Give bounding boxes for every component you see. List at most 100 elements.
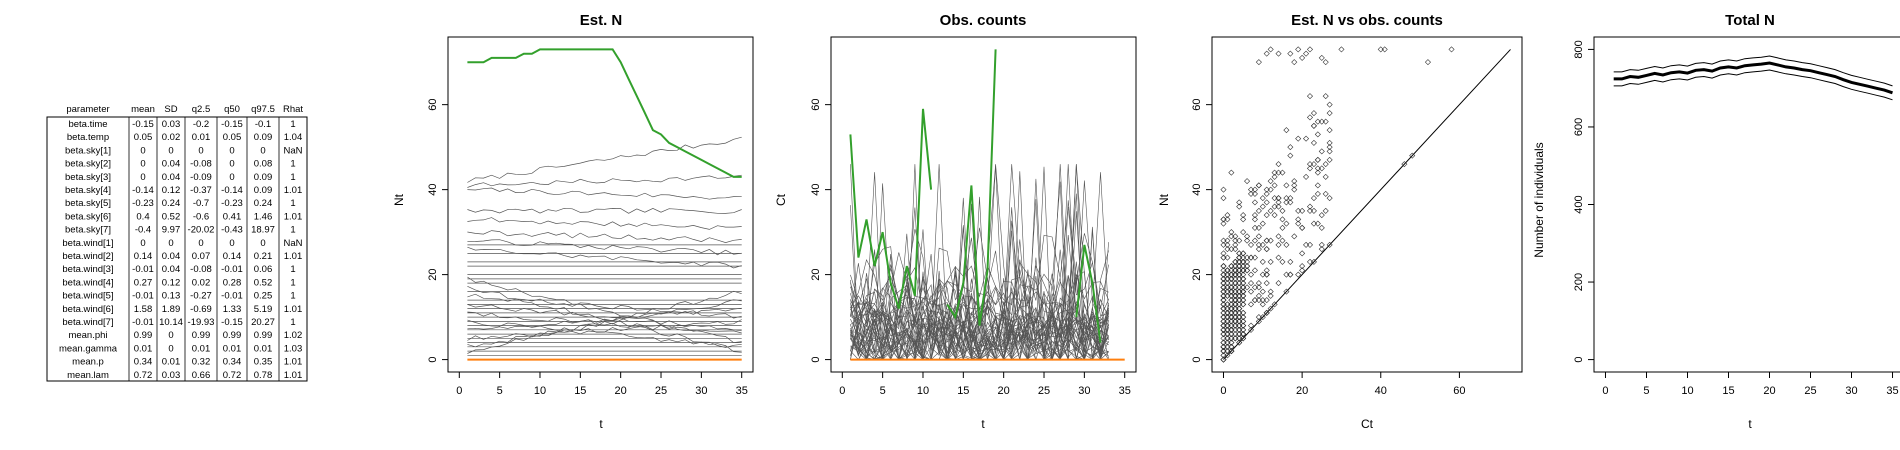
scatter-point xyxy=(1306,258,1314,265)
scatter-point xyxy=(1251,297,1258,304)
table-cell: beta.temp xyxy=(67,132,109,143)
scatter-point xyxy=(1251,190,1258,197)
table-cell: 1.01 xyxy=(284,357,303,368)
table-cell: 0.27 xyxy=(134,277,153,288)
scatter-point xyxy=(1314,156,1321,163)
scatter-point xyxy=(1236,250,1243,257)
table-cell: beta.wind[4] xyxy=(62,277,113,288)
x-tick-label: 5 xyxy=(880,385,886,397)
identity-line xyxy=(1223,49,1511,360)
scatter-point xyxy=(1244,237,1251,244)
table-cell: NaN xyxy=(283,238,302,249)
scatter-point xyxy=(1232,280,1239,287)
scatter-point xyxy=(1283,288,1290,295)
scatter-point xyxy=(1236,263,1243,270)
scatter-point xyxy=(1247,254,1255,261)
scatter-point xyxy=(1220,297,1227,304)
scatter-point xyxy=(1228,305,1235,312)
scatter-point xyxy=(1271,195,1278,202)
scatter-point xyxy=(1236,309,1243,316)
scatter-point xyxy=(1220,254,1227,261)
table-cell: 0.52 xyxy=(162,211,181,222)
x-tick-label: 30 xyxy=(695,385,707,397)
scatter-point xyxy=(1236,237,1243,244)
scatter-point xyxy=(1295,46,1302,53)
scatter-point xyxy=(1310,122,1317,129)
table-cell: 0.25 xyxy=(254,291,273,302)
table-cell: mean.phi xyxy=(68,330,107,341)
scatter-point xyxy=(1220,352,1227,359)
highlight-series-line xyxy=(1075,244,1102,343)
table-cell: 0.34 xyxy=(223,357,242,368)
scatter-point xyxy=(1247,322,1255,329)
scatter-point xyxy=(1267,292,1274,299)
scatter-point xyxy=(1267,288,1274,295)
scatter-point xyxy=(1224,309,1231,316)
table-cell: 0.52 xyxy=(254,277,273,288)
scatter-point xyxy=(1303,173,1310,180)
scatter-point xyxy=(1251,284,1258,291)
x-tick-label: 35 xyxy=(1886,385,1898,397)
table-cell: 0.02 xyxy=(162,132,181,143)
y-tick-label: 60 xyxy=(427,99,439,111)
scatter-point xyxy=(1240,326,1247,333)
scatter-point xyxy=(1244,258,1251,265)
table-cell: -0.23 xyxy=(132,198,154,209)
scatter-point xyxy=(1255,182,1262,189)
table-cell: 0.99 xyxy=(192,330,211,341)
scatter-point xyxy=(1255,314,1262,321)
scatter-point xyxy=(1283,127,1290,134)
table-cell: -0.43 xyxy=(221,225,243,236)
scatter-point xyxy=(1283,241,1290,248)
table-cell: 1.03 xyxy=(284,343,303,354)
table-cell: -0.23 xyxy=(221,198,243,209)
panel-title: Total N xyxy=(1725,12,1775,29)
series-line xyxy=(467,307,742,330)
scatter-point xyxy=(1271,203,1278,210)
scatter-point xyxy=(1228,301,1235,308)
scatter-point xyxy=(1232,322,1239,329)
scatter-point xyxy=(1267,258,1274,265)
scatter-point xyxy=(1224,348,1231,355)
table-cell: 1.01 xyxy=(284,185,303,196)
table-cell: -0.69 xyxy=(190,304,212,315)
table-cell: 0.78 xyxy=(254,370,273,381)
scatter-point xyxy=(1232,288,1239,295)
table-cell: 1 xyxy=(290,172,295,183)
panel-title: Est. N xyxy=(580,12,623,29)
scatter-point xyxy=(1275,199,1282,206)
panel-title: Est. N vs obs. counts xyxy=(1291,12,1443,29)
x-tick-label: 20 xyxy=(998,385,1010,397)
scatter-point xyxy=(1220,280,1227,287)
table-cell: 1 xyxy=(290,225,295,236)
scatter-point xyxy=(1251,212,1258,219)
y-tick-label: 0 xyxy=(427,357,439,363)
table-header: parameter xyxy=(66,104,109,115)
series-line xyxy=(467,290,742,354)
scatter-point xyxy=(1279,237,1286,244)
table-cell: 0.03 xyxy=(162,370,181,381)
scatter-point xyxy=(1326,101,1333,108)
table-cell: 0 xyxy=(198,145,203,156)
scatter-point xyxy=(1314,118,1321,125)
lower-ci-line xyxy=(1613,69,1893,101)
y-tick-label: 0 xyxy=(810,357,822,363)
scatter-point xyxy=(1232,241,1239,248)
x-tick-label: 15 xyxy=(957,385,969,397)
scatter-point xyxy=(1236,301,1243,308)
table-cell: 0.08 xyxy=(254,159,273,170)
table-cell: 0 xyxy=(260,238,265,249)
scatter-point xyxy=(1232,263,1239,270)
scatter-point xyxy=(1251,186,1258,193)
table-cell: 0.12 xyxy=(162,185,181,196)
scatter-point xyxy=(1283,199,1290,206)
scatter-point xyxy=(1247,186,1255,193)
series-line xyxy=(467,311,742,334)
scatter-point xyxy=(1236,305,1243,312)
scatter-point xyxy=(1240,284,1247,291)
scatter-point xyxy=(1220,305,1227,312)
table-cell: -0.37 xyxy=(190,185,212,196)
scatter-point xyxy=(1251,216,1258,223)
table-cell: 0.32 xyxy=(192,357,211,368)
